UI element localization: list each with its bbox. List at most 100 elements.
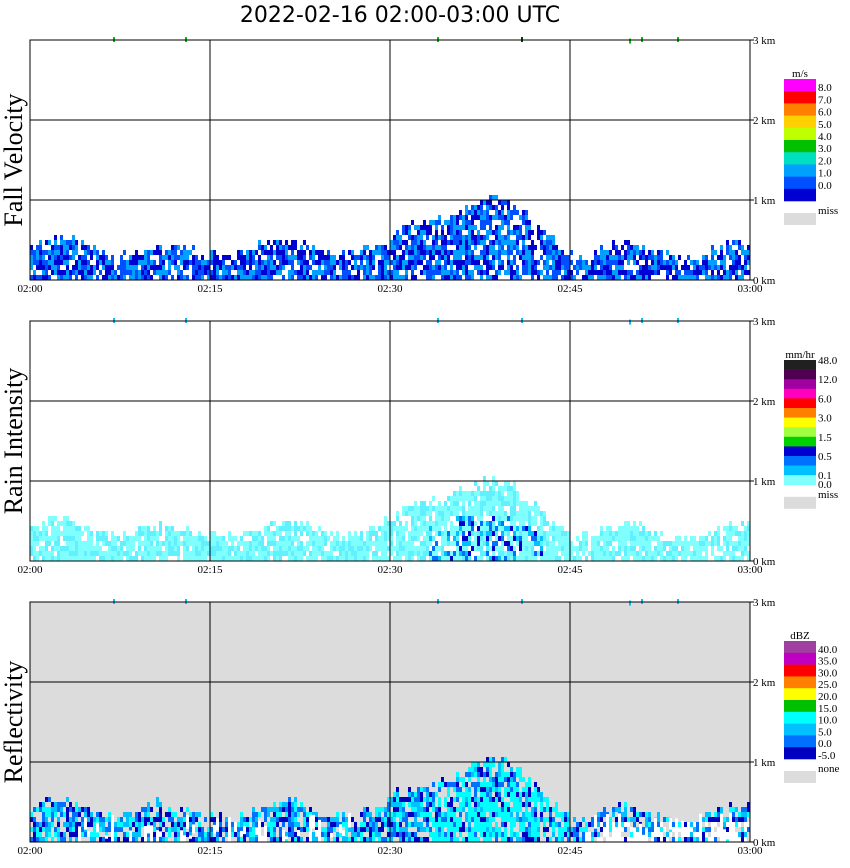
data-cell xyxy=(318,541,321,546)
data-cell xyxy=(627,822,630,827)
data-cell xyxy=(123,822,126,827)
data-cell xyxy=(741,536,744,541)
data-cell xyxy=(429,797,432,802)
data-cell xyxy=(312,531,315,536)
data-cell xyxy=(609,827,612,832)
data-cell xyxy=(630,531,633,536)
data-cell xyxy=(606,255,609,260)
data-cell xyxy=(480,551,483,556)
data-cell xyxy=(381,270,384,275)
data-cell xyxy=(486,260,489,265)
data-cell xyxy=(486,491,489,496)
data-cell xyxy=(528,802,531,807)
data-cell xyxy=(510,837,513,842)
data-cell xyxy=(600,275,603,280)
data-cell xyxy=(597,536,600,541)
data-cell xyxy=(513,556,516,561)
colorbar-missing-label: none xyxy=(818,763,840,775)
data-cell xyxy=(363,255,366,260)
data-cell xyxy=(189,827,192,832)
data-cell xyxy=(153,822,156,827)
data-cell xyxy=(408,792,411,797)
data-cell xyxy=(255,265,258,270)
data-cell xyxy=(636,827,639,832)
data-cell xyxy=(660,260,663,265)
data-cell xyxy=(336,536,339,541)
data-cell xyxy=(141,260,144,265)
data-cell xyxy=(678,822,681,827)
data-cell xyxy=(717,832,720,837)
data-cell xyxy=(60,521,63,526)
data-cell xyxy=(90,817,93,822)
data-cell xyxy=(744,837,747,842)
data-cell xyxy=(321,817,324,822)
data-cell xyxy=(150,822,153,827)
data-cell xyxy=(303,812,306,817)
data-cell xyxy=(177,827,180,832)
data-cell xyxy=(261,270,264,275)
data-cell xyxy=(417,240,420,245)
data-cell xyxy=(102,275,105,280)
data-cell xyxy=(510,496,513,501)
data-cell xyxy=(429,832,432,837)
data-cell xyxy=(105,260,108,265)
data-cell xyxy=(483,270,486,275)
data-cell xyxy=(453,215,456,220)
data-cell xyxy=(510,536,513,541)
data-cell xyxy=(564,270,567,275)
data-cell xyxy=(390,812,393,817)
data-cell xyxy=(411,521,414,526)
data-cell xyxy=(612,551,615,556)
data-cell xyxy=(471,807,474,812)
data-cell xyxy=(630,536,633,541)
data-cell xyxy=(414,511,417,516)
data-cell xyxy=(465,551,468,556)
data-cell xyxy=(303,240,306,245)
data-cell xyxy=(291,812,294,817)
data-cell xyxy=(468,837,471,842)
data-cell xyxy=(381,255,384,260)
data-cell xyxy=(267,260,270,265)
data-cell xyxy=(648,275,651,280)
data-cell xyxy=(480,792,483,797)
data-cell xyxy=(624,240,627,245)
data-cell xyxy=(234,536,237,541)
data-cell xyxy=(258,265,261,270)
data-cell xyxy=(471,526,474,531)
data-cell xyxy=(450,220,453,225)
data-cell xyxy=(636,832,639,837)
data-cell xyxy=(438,526,441,531)
data-cell xyxy=(273,807,276,812)
colorbar-label: 25.0 xyxy=(818,679,838,691)
data-cell xyxy=(210,541,213,546)
data-cell xyxy=(741,807,744,812)
data-cell xyxy=(381,250,384,255)
data-cell xyxy=(282,265,285,270)
data-cell xyxy=(462,827,465,832)
data-cell xyxy=(507,777,510,782)
data-cell xyxy=(387,832,390,837)
data-cell xyxy=(297,546,300,551)
data-cell xyxy=(84,255,87,260)
data-cell xyxy=(537,506,540,511)
data-cell xyxy=(234,260,237,265)
data-cell xyxy=(579,265,582,270)
data-cell xyxy=(213,531,216,536)
data-cell xyxy=(636,812,639,817)
data-cell xyxy=(459,245,462,250)
data-cell xyxy=(105,541,108,546)
data-cell xyxy=(528,531,531,536)
data-cell xyxy=(645,531,648,536)
data-cell xyxy=(510,265,513,270)
data-cell xyxy=(357,832,360,837)
data-cell xyxy=(483,777,486,782)
data-cell xyxy=(615,822,618,827)
data-cell xyxy=(399,536,402,541)
data-cell xyxy=(711,245,714,250)
data-cell xyxy=(486,551,489,556)
data-cell xyxy=(555,531,558,536)
data-cell xyxy=(240,551,243,556)
data-cell xyxy=(123,270,126,275)
data-cell xyxy=(159,526,162,531)
data-cell xyxy=(543,230,546,235)
